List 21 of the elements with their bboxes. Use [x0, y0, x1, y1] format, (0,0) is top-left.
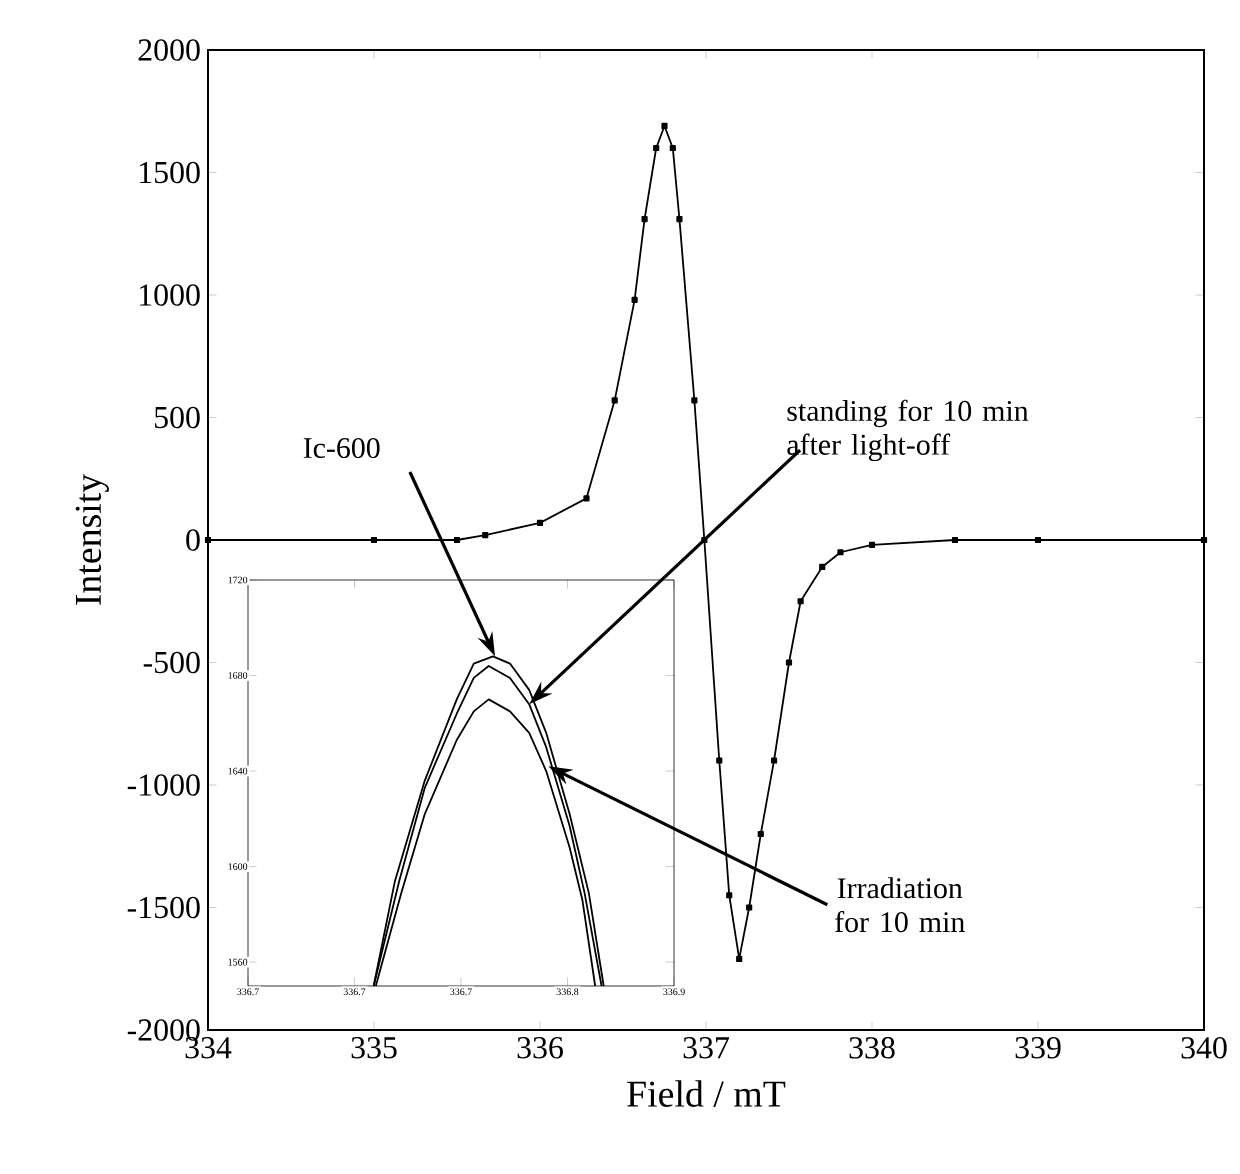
y-tick-label: 500 — [154, 406, 200, 429]
y-tick-label: -500 — [143, 651, 200, 674]
y-tick-label: 2000 — [138, 39, 200, 61]
x-tick-label: 340 — [1181, 1037, 1227, 1059]
y-tick-label: -1500 — [127, 896, 200, 919]
y-tick-label: -1000 — [127, 774, 200, 796]
annotation: standing for 10 min after light-off — [787, 399, 1029, 462]
x-tick-label: 334 — [185, 1037, 232, 1059]
y-tick-label: 1000 — [140, 284, 200, 306]
x-tick-label: 336 — [517, 1037, 563, 1059]
annotation: Ic-600 — [303, 437, 380, 459]
x-tick-label: 335 — [351, 1037, 397, 1059]
x-tick-label: 337 — [683, 1037, 729, 1059]
y-axis-title: Intensity — [75, 473, 109, 605]
y-tick-label: 0 — [186, 529, 200, 551]
x-tick-label: 339 — [1015, 1037, 1061, 1059]
x-axis-title: Field / mT — [627, 1080, 786, 1107]
y-tick-label: 1500 — [140, 161, 200, 184]
y-tick-label: -2000 — [127, 1019, 200, 1041]
x-tick-label: 338 — [849, 1037, 895, 1059]
annotation: Irradiation for 10 min — [835, 877, 965, 933]
